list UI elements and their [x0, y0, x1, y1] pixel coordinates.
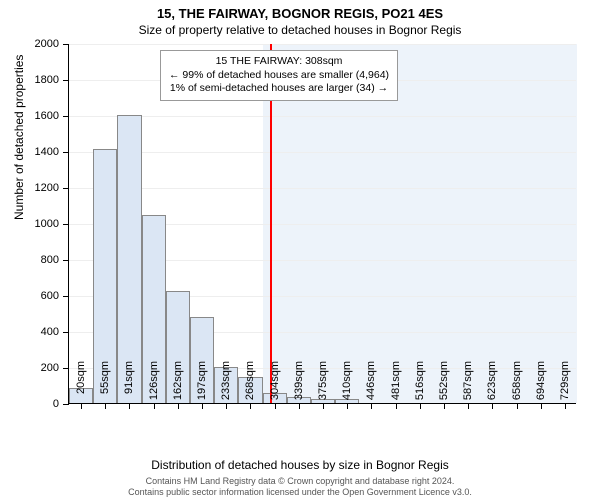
x-tick-label: 375sqm: [317, 361, 329, 411]
y-tick-label: 400: [41, 326, 69, 338]
footer-line-1: Contains HM Land Registry data © Crown c…: [0, 476, 600, 487]
footer-line-2: Contains public sector information licen…: [0, 487, 600, 498]
x-tick-label: 658sqm: [511, 361, 523, 411]
x-tick-label: 126sqm: [148, 361, 160, 411]
y-tick-label: 1400: [35, 146, 69, 158]
y-axis-title: Number of detached properties: [12, 55, 26, 220]
x-tick-label: 304sqm: [269, 361, 281, 411]
x-tick-label: 233sqm: [220, 361, 232, 411]
y-tick-label: 800: [41, 254, 69, 266]
y-tick-label: 0: [53, 398, 69, 410]
x-tick-label: 729sqm: [559, 361, 571, 411]
chart-title-sub: Size of property relative to detached ho…: [0, 21, 600, 37]
x-tick-label: 55sqm: [99, 361, 111, 411]
x-tick-label: 481sqm: [390, 361, 402, 411]
y-tick-label: 1800: [35, 74, 69, 86]
x-tick-label: 162sqm: [172, 361, 184, 411]
legend-line: 1% of semi-detached houses are larger (3…: [169, 82, 389, 96]
histogram-bar: [117, 115, 141, 403]
x-tick-label: 197sqm: [196, 361, 208, 411]
x-tick-label: 694sqm: [535, 361, 547, 411]
x-tick-label: 91sqm: [123, 361, 135, 411]
legend-box: 15 THE FAIRWAY: 308sqm← 99% of detached …: [160, 50, 398, 101]
x-tick-label: 268sqm: [244, 361, 256, 411]
chart-area: 020040060080010001200140016001800200020s…: [68, 44, 576, 404]
x-tick-label: 410sqm: [341, 361, 353, 411]
x-tick-label: 623sqm: [486, 361, 498, 411]
chart-title-main: 15, THE FAIRWAY, BOGNOR REGIS, PO21 4ES: [0, 0, 600, 21]
legend-line: 15 THE FAIRWAY: 308sqm: [169, 55, 389, 69]
y-tick-label: 1200: [35, 182, 69, 194]
y-tick-label: 200: [41, 362, 69, 374]
grid-line: [69, 188, 576, 189]
x-tick-label: 516sqm: [414, 361, 426, 411]
x-tick-label: 446sqm: [365, 361, 377, 411]
y-tick-label: 2000: [35, 38, 69, 50]
x-tick-label: 552sqm: [438, 361, 450, 411]
x-tick-label: 20sqm: [75, 361, 87, 411]
grid-line: [69, 44, 576, 45]
y-tick-label: 600: [41, 290, 69, 302]
plot-area: 020040060080010001200140016001800200020s…: [68, 44, 576, 404]
x-axis-title: Distribution of detached houses by size …: [0, 458, 600, 472]
grid-line: [69, 152, 576, 153]
y-tick-label: 1000: [35, 218, 69, 230]
grid-line: [69, 116, 576, 117]
y-tick-label: 1600: [35, 110, 69, 122]
x-tick-label: 587sqm: [462, 361, 474, 411]
x-tick-label: 339sqm: [293, 361, 305, 411]
legend-line: ← 99% of detached houses are smaller (4,…: [169, 69, 389, 83]
footer-attribution: Contains HM Land Registry data © Crown c…: [0, 476, 600, 498]
